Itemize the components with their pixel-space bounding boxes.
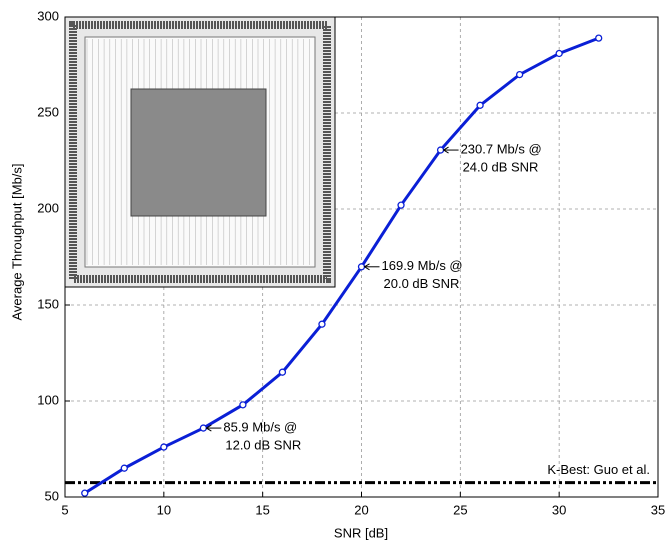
data-point bbox=[319, 321, 325, 327]
data-point bbox=[517, 72, 523, 78]
annotation-text: 230.7 Mb/s @ bbox=[461, 141, 542, 156]
annotation-text: 20.0 dB SNR bbox=[384, 276, 460, 291]
data-point bbox=[121, 465, 127, 471]
data-point bbox=[161, 444, 167, 450]
y-tick-label: 150 bbox=[37, 296, 59, 311]
data-point bbox=[82, 490, 88, 496]
chip-core bbox=[131, 89, 266, 216]
x-tick-label: 10 bbox=[157, 502, 171, 517]
x-tick-label: 35 bbox=[651, 502, 665, 517]
x-tick-label: 30 bbox=[552, 502, 566, 517]
y-tick-label: 250 bbox=[37, 104, 59, 119]
y-tick-label: 200 bbox=[37, 200, 59, 215]
data-point bbox=[279, 369, 285, 375]
data-point bbox=[477, 102, 483, 108]
x-tick-label: 20 bbox=[354, 502, 368, 517]
y-tick-label: 50 bbox=[45, 488, 59, 503]
chart: Average Throughput [Mb/s] SNR [dB] 50 100… bbox=[0, 0, 672, 544]
x-tick-label: 5 bbox=[61, 502, 68, 517]
y-tick-label: 100 bbox=[37, 392, 59, 407]
data-point bbox=[398, 202, 404, 208]
x-tick-label: 15 bbox=[255, 502, 269, 517]
reference-label: K-Best: Guo et al. bbox=[547, 462, 650, 477]
annotation-text: 24.0 dB SNR bbox=[463, 159, 539, 174]
y-tick-label: 300 bbox=[37, 8, 59, 23]
data-point bbox=[556, 50, 562, 56]
annotation-text: 12.0 dB SNR bbox=[225, 438, 301, 453]
data-point bbox=[240, 402, 246, 408]
data-point bbox=[596, 35, 602, 41]
annotation-text: 169.9 Mb/s @ bbox=[382, 258, 463, 273]
x-tick-label: 25 bbox=[453, 502, 467, 517]
y-axis-label: Average Throughput [Mb/s] bbox=[9, 163, 24, 320]
annotation-text: 85.9 Mb/s @ bbox=[223, 420, 297, 435]
x-axis-label: SNR [dB] bbox=[334, 525, 388, 540]
chip-inset bbox=[65, 17, 335, 287]
